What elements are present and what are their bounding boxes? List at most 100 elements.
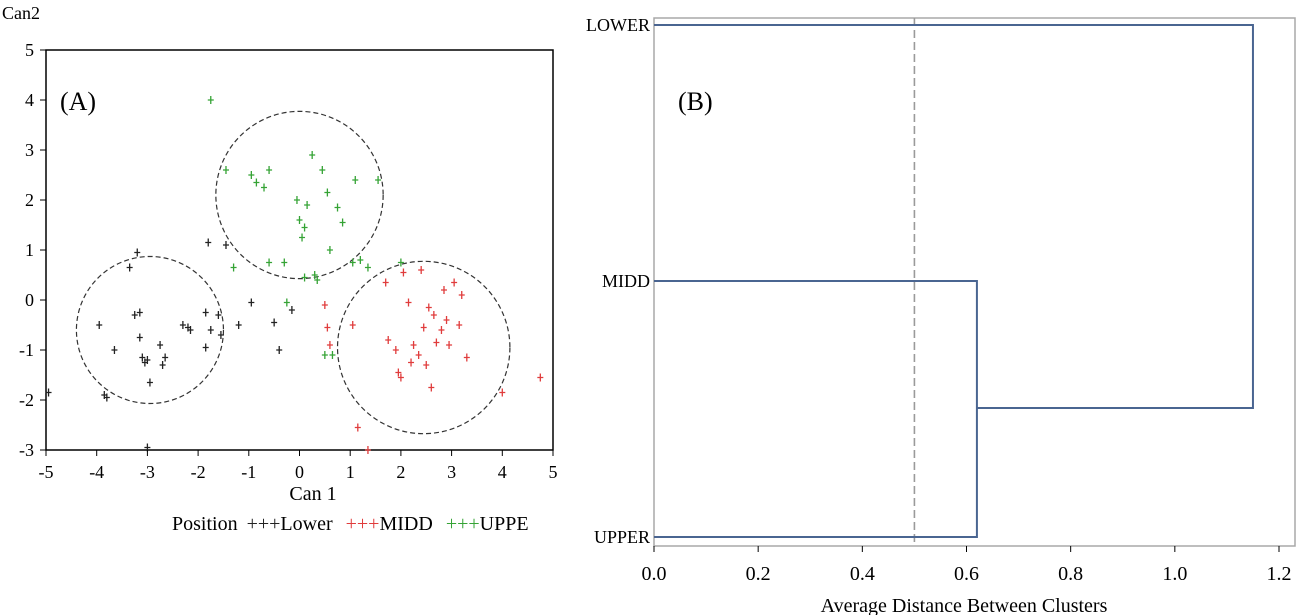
point-lower: [126, 263, 133, 272]
point-lower: [215, 311, 222, 319]
y-tick-label: -2: [19, 390, 34, 410]
point-midd: [405, 298, 412, 307]
point-uppe: [283, 298, 290, 307]
y-tick-label: 1: [25, 240, 34, 260]
x-axis-ticks-b: 0.0 0.2 0.4 0.6 0.8 1.0 1.2: [642, 546, 1292, 585]
point-lower: [205, 238, 212, 247]
point-midd: [537, 373, 544, 382]
leaf-label-upper: UPPER: [594, 527, 650, 547]
point-lower: [136, 333, 143, 342]
x-tick-label: -1: [241, 462, 256, 482]
legend-symbol-lower: +++: [247, 513, 281, 535]
y-tick-label: 0: [25, 290, 34, 310]
point-midd: [324, 323, 331, 332]
point-midd: [443, 316, 450, 324]
x-tick-label-b: 1.2: [1267, 563, 1292, 585]
legend-label-uppe: UPPE: [480, 513, 529, 535]
point-uppe: [314, 276, 321, 284]
panel-label-a: (A): [60, 87, 96, 116]
branch-lower-root: [654, 24, 1254, 409]
point-midd: [420, 323, 427, 332]
point-midd: [408, 358, 415, 367]
point-lower: [131, 311, 138, 319]
point-lower: [276, 346, 283, 354]
cluster-circles: [75, 110, 511, 435]
scatter-points: [45, 96, 544, 454]
point-midd: [382, 278, 389, 287]
legend-symbol-midd: +++: [346, 513, 380, 535]
point-uppe: [324, 188, 331, 197]
point-lower: [235, 321, 242, 329]
point-uppe: [364, 263, 371, 272]
point-lower: [202, 343, 209, 352]
point-lower: [146, 378, 153, 387]
point-midd: [451, 278, 458, 287]
x-tick-label: 3: [447, 462, 456, 482]
point-midd: [397, 373, 404, 382]
x-tick-label: -3: [140, 462, 155, 482]
point-midd: [415, 351, 422, 359]
legend-symbol-uppe: +++: [446, 513, 480, 535]
y-axis-label: Can2: [2, 3, 40, 23]
point-uppe: [222, 166, 229, 174]
point-midd: [392, 346, 399, 354]
leaf-label-lower: LOWER: [586, 15, 650, 35]
point-lower: [139, 353, 146, 362]
point-lower: [271, 318, 278, 327]
point-uppe: [375, 176, 382, 184]
x-tick-label: 4: [498, 462, 507, 482]
point-midd: [430, 311, 437, 319]
point-midd: [446, 341, 453, 349]
point-lower: [136, 308, 143, 317]
dendrogram-lines: [654, 18, 1254, 546]
point-uppe: [357, 256, 364, 264]
y-tick-label: -1: [19, 340, 34, 360]
legend-title: Position: [172, 513, 238, 535]
point-midd: [423, 361, 430, 369]
branch-midd-upper: [654, 280, 978, 538]
point-uppe: [349, 258, 356, 267]
point-uppe: [304, 201, 311, 209]
point-uppe: [301, 223, 308, 232]
point-lower: [202, 308, 209, 317]
leaf-label-midd: MIDD: [602, 271, 650, 291]
point-midd: [326, 341, 333, 349]
legend-label-lower: Lower: [280, 513, 333, 535]
point-lower: [134, 248, 141, 257]
x-tick-label: 2: [396, 462, 405, 482]
cluster-circle-2: [336, 260, 511, 435]
leaf-labels: LOWER MIDD UPPER: [586, 15, 650, 547]
point-midd: [410, 341, 417, 349]
point-uppe: [309, 151, 316, 159]
point-lower: [179, 321, 186, 329]
point-lower: [187, 326, 194, 334]
point-uppe: [319, 166, 326, 174]
point-midd: [321, 301, 328, 309]
point-midd: [425, 303, 432, 312]
scatter-panel: Can2 (A) -5 -4 -3 -2 -1 0 1 2 3 4 5 -3 -2 -1 0 1 2 3 4 5 C…: [2, 3, 558, 535]
point-uppe: [299, 233, 306, 242]
point-uppe: [334, 203, 341, 212]
point-lower: [162, 353, 169, 362]
point-midd: [499, 388, 506, 397]
point-midd: [364, 446, 371, 454]
point-lower: [144, 356, 151, 364]
point-uppe: [339, 218, 346, 227]
point-lower: [159, 361, 166, 369]
x-tick-label-b: 0.8: [1058, 563, 1083, 585]
point-uppe: [329, 351, 336, 359]
x-tick-label: -5: [39, 462, 54, 482]
x-tick-label: 1: [346, 462, 355, 482]
point-lower: [111, 346, 118, 354]
x-tick-label-b: 1.0: [1162, 563, 1187, 585]
point-midd: [463, 353, 470, 362]
x-tick-label: -4: [89, 462, 104, 482]
point-midd: [400, 268, 407, 277]
point-uppe: [281, 258, 288, 267]
point-uppe: [230, 263, 237, 272]
x-axis-label-b: Average Distance Between Clusters: [821, 595, 1108, 615]
point-lower: [217, 331, 224, 339]
point-midd: [395, 368, 402, 377]
point-lower: [157, 341, 164, 349]
